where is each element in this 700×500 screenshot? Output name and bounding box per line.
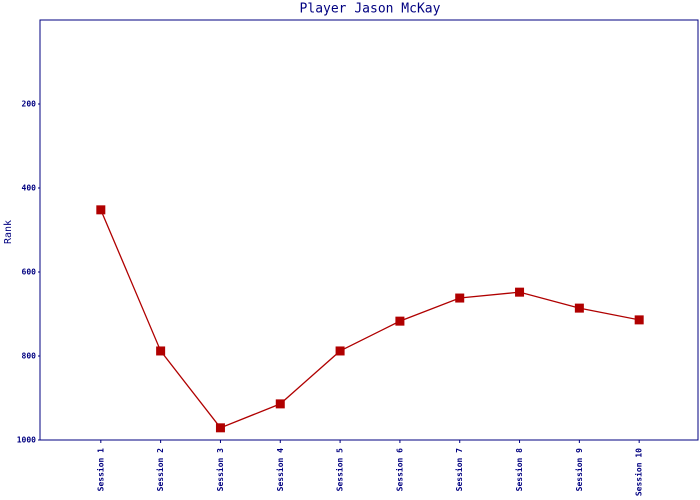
y-tick-label: 600: [22, 268, 37, 277]
plot-frame: [39, 19, 699, 441]
x-tick-label: Session 6: [394, 448, 404, 492]
x-tick-label: Session 4: [275, 448, 285, 492]
y-tick-label: 800: [22, 352, 37, 361]
point-marker: [275, 399, 285, 409]
x-tick-label: Session 7: [454, 448, 464, 492]
x-tick-label: Session 10: [634, 448, 644, 496]
x-tick-label: Session 2: [155, 448, 165, 492]
point-marker: [574, 303, 584, 313]
x-tick-label: Session 1: [95, 448, 105, 492]
point-marker: [215, 423, 225, 433]
x-tick-label: Session 5: [335, 448, 345, 492]
chart-title: Player Jason McKay: [300, 2, 441, 17]
series-line: [100, 209, 640, 429]
x-tick-label: Session 3: [215, 448, 225, 492]
point-marker: [515, 287, 525, 297]
y-tick-label: 400: [22, 184, 37, 193]
y-tick-label: 1000: [17, 436, 36, 445]
point-marker: [634, 315, 644, 325]
y-axis-label: Rank: [3, 220, 14, 244]
x-tick-label: Session 9: [574, 448, 584, 492]
point-marker: [335, 346, 345, 356]
y-tick-label: 200: [22, 100, 37, 109]
x-tick-label: Session 8: [514, 448, 524, 492]
point-marker: [156, 346, 166, 356]
point-marker: [96, 205, 106, 215]
point-marker: [455, 293, 465, 303]
point-marker: [395, 316, 405, 326]
